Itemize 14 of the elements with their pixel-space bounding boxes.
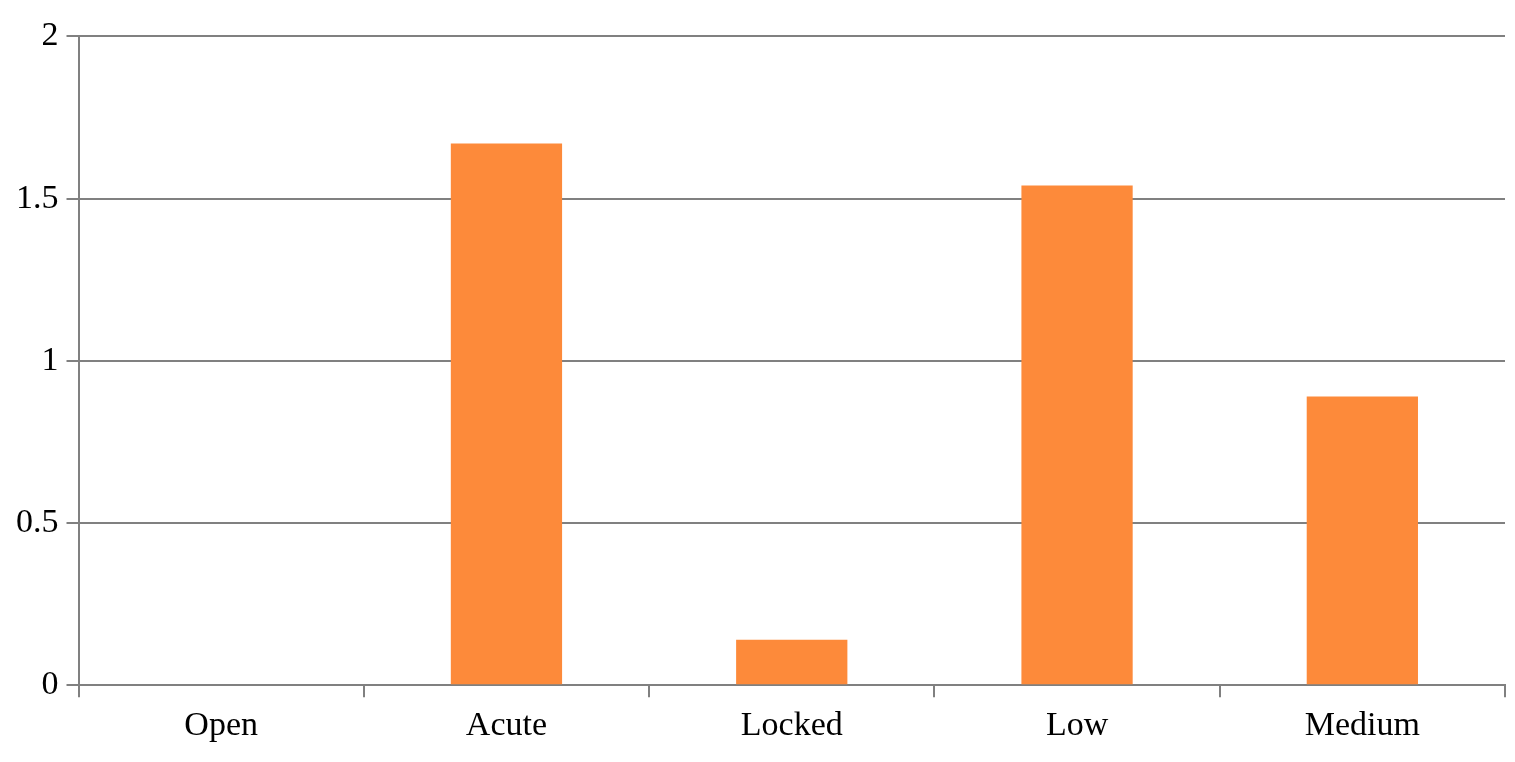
x-tick-label: Low [1045, 704, 1109, 742]
y-tick-label: 2 [41, 15, 59, 53]
bar [450, 143, 563, 685]
x-tick-label: Locked [740, 704, 843, 742]
bar [736, 639, 848, 685]
y-tick-label: 0 [41, 664, 59, 702]
x-tick-label: Medium [1304, 704, 1420, 742]
y-tick-label: 1.5 [16, 177, 59, 215]
y-tick-label: 0.5 [16, 501, 59, 539]
x-tick-label: Acute [465, 704, 548, 742]
bar [1306, 396, 1418, 685]
y-tick-label: 1 [41, 339, 59, 377]
bar [1021, 185, 1133, 685]
x-tick-label: Open [184, 704, 258, 742]
